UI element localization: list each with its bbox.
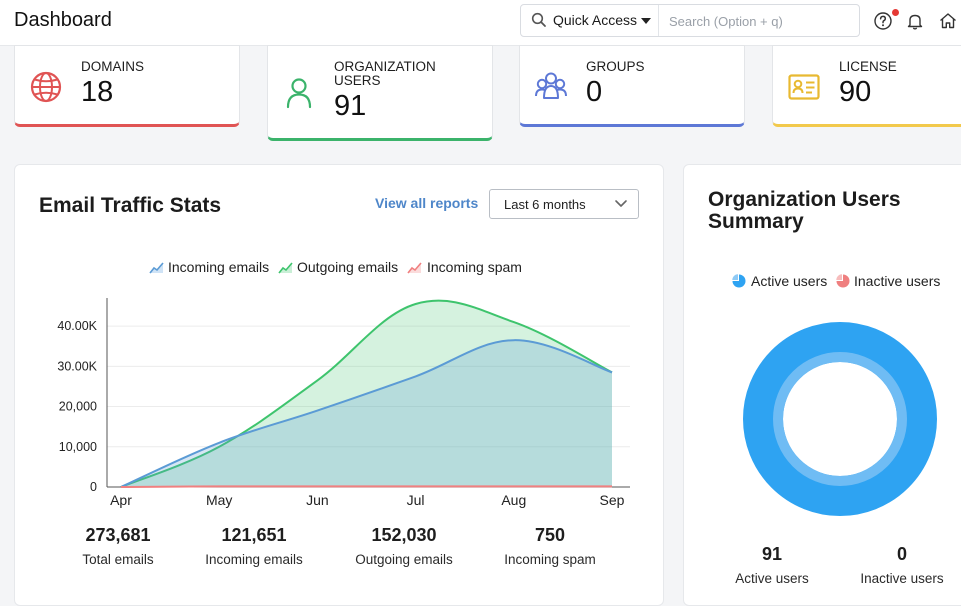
total-emails-label: Total emails: [82, 552, 154, 567]
x-tick-label: Aug: [501, 492, 526, 508]
donut-active-segment: [743, 322, 937, 516]
outgoing-emails-value: 152,030: [371, 525, 437, 545]
active-users-label: Active users: [735, 571, 809, 586]
incoming-emails-legend-icon: [149, 262, 164, 274]
search-bar: Quick Access: [520, 4, 860, 37]
domains-label: DOMAINS: [81, 59, 145, 74]
caret-down-icon: [641, 18, 651, 24]
organization-users-label-line2: USERS: [334, 73, 381, 88]
users-summary-title-line2: Summary: [708, 210, 804, 233]
y-tick-label: 0: [90, 480, 97, 494]
bell-icon[interactable]: [905, 11, 925, 31]
home-icon[interactable]: [938, 11, 958, 31]
quick-access-label: Quick Access: [553, 12, 638, 28]
page-title: Dashboard: [14, 9, 112, 31]
incoming-emails-label: Incoming emails: [205, 552, 303, 567]
group-icon: [535, 72, 567, 99]
y-tick-label: 30.00K: [57, 359, 97, 373]
inactive-users-legend-icon: [836, 274, 850, 288]
organization-users-label: ORGANIZATION USERS: [334, 60, 436, 88]
incoming-spam-line: [120, 485, 612, 488]
legend-incoming-emails[interactable]: Incoming emails: [168, 259, 270, 275]
license-card[interactable]: LICENSE 90: [772, 45, 961, 127]
outgoing-emails-label: Outgoing emails: [355, 552, 453, 567]
email-traffic-chart: 0 10,000 20,000 30.00K 40.00K Apr May Jun Jul Aug…: [57, 298, 630, 508]
inactive-users-count: 0: [896, 544, 907, 564]
license-label: LICENSE: [839, 59, 897, 74]
email-traffic-title: Email Traffic Stats: [39, 194, 222, 217]
help-icon[interactable]: [873, 11, 893, 31]
groups-value: 0: [586, 76, 603, 108]
users-summary-panel: Organization Users Summary Active users …: [683, 164, 961, 606]
inactive-users-label: Inactive users: [860, 571, 944, 586]
incoming-emails-value: 121,651: [221, 525, 287, 545]
notification-dot: [892, 9, 899, 16]
outgoing-emails-legend-icon: [278, 262, 293, 274]
period-dropdown[interactable]: Last 6 months: [489, 189, 639, 219]
email-traffic-panel: Email Traffic Stats View all reports Las…: [14, 164, 664, 606]
search-input[interactable]: [667, 9, 851, 33]
organization-users-card[interactable]: ORGANIZATION USERS 91: [267, 45, 493, 141]
legend-active-users[interactable]: Active users: [751, 273, 828, 289]
chevron-down-icon: [615, 200, 627, 207]
search-icon: [531, 12, 546, 27]
incoming-spam-legend-icon: [407, 262, 422, 274]
organization-users-value: 91: [334, 90, 367, 122]
license-icon: [788, 74, 820, 100]
license-value: 90: [839, 76, 872, 108]
y-tick-label: 40.00K: [57, 319, 97, 333]
top-bar: Dashboard Quick Access: [0, 0, 961, 46]
users-summary-title: Organization Users Summary: [708, 189, 901, 233]
groups-label: GROUPS: [586, 59, 645, 74]
legend-inactive-users[interactable]: Inactive users: [854, 273, 941, 289]
x-tick-label: Jul: [407, 492, 425, 508]
period-label: Last 6 months: [504, 197, 586, 212]
active-users-count: 91: [761, 544, 783, 564]
view-all-reports-link[interactable]: View all reports: [375, 195, 479, 211]
y-tick-label: 20,000: [59, 400, 97, 414]
legend-outgoing-emails[interactable]: Outgoing emails: [297, 259, 399, 275]
user-icon: [286, 78, 312, 109]
x-tick-label: Jun: [306, 492, 329, 508]
quick-access-button[interactable]: Quick Access: [521, 5, 659, 36]
domains-card[interactable]: DOMAINS 18: [14, 45, 240, 127]
x-tick-label: May: [206, 492, 232, 508]
incoming-emails-area: [121, 340, 612, 487]
y-tick-label: 10,000: [59, 440, 97, 454]
users-donut-chart: [743, 322, 937, 516]
incoming-spam-value: 750: [534, 525, 566, 545]
groups-card[interactable]: GROUPS 0: [519, 45, 745, 127]
legend-incoming-spam[interactable]: Incoming spam: [427, 259, 522, 275]
outgoing-emails-line: [120, 299, 613, 488]
x-tick-label: Sep: [600, 492, 625, 508]
domains-value: 18: [81, 76, 114, 108]
organization-users-label-line1: ORGANIZATION: [334, 59, 436, 74]
users-summary-title-line1: Organization Users: [708, 188, 901, 211]
total-emails-value: 273,681: [85, 525, 151, 545]
incoming-emails-line: [120, 339, 613, 488]
incoming-spam-label: Incoming spam: [504, 552, 596, 567]
donut-inner-ring: [773, 352, 907, 486]
globe-icon: [30, 71, 62, 103]
x-tick-label: Apr: [110, 492, 132, 508]
active-users-legend-icon: [732, 274, 746, 288]
